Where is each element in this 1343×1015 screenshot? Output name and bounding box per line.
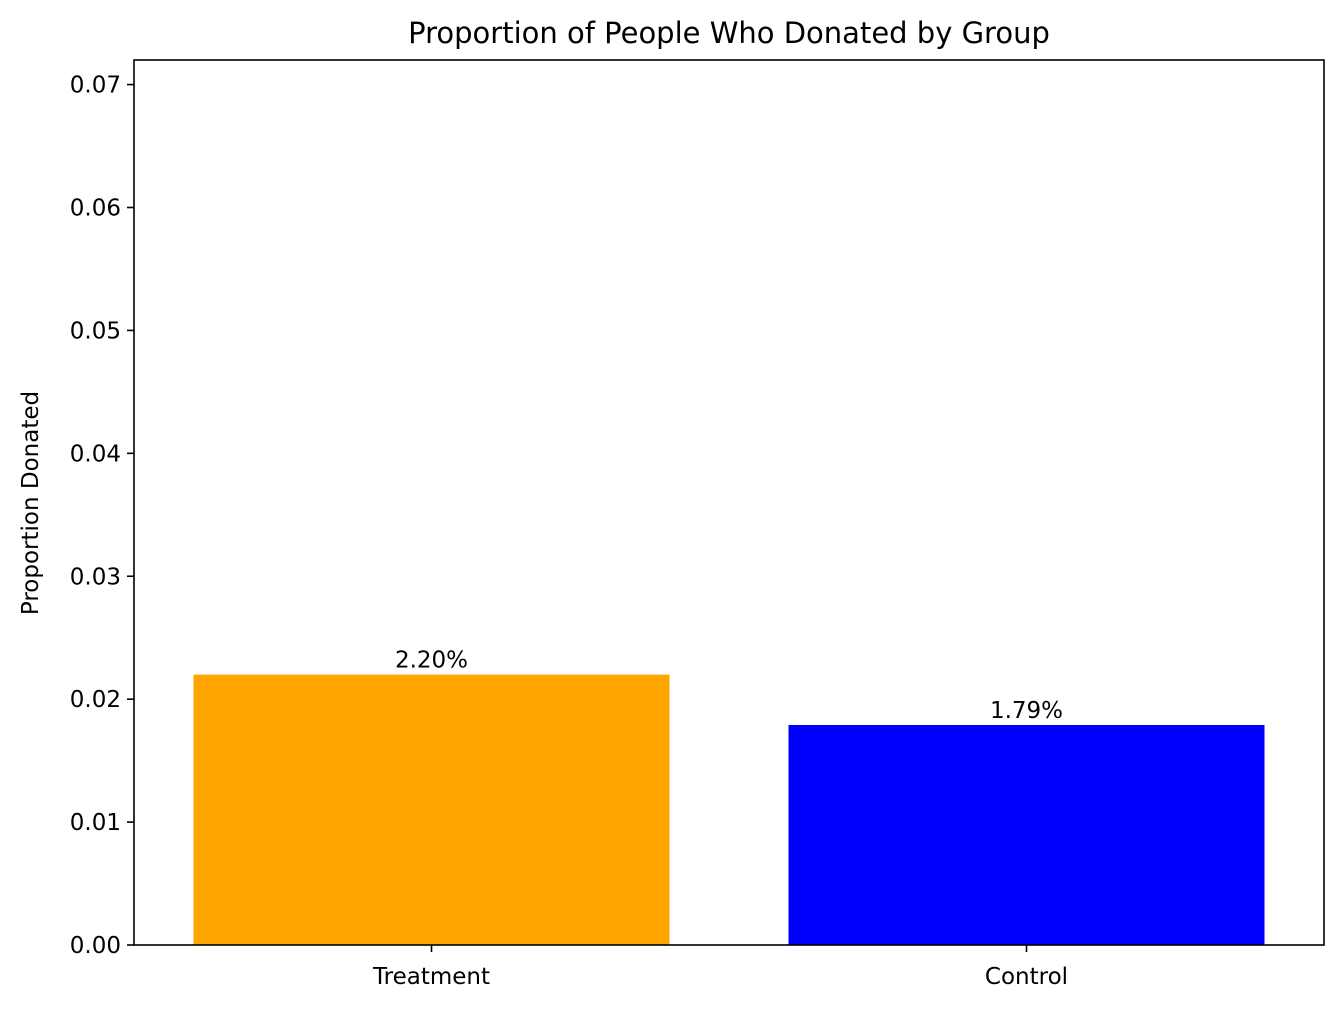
y-tick-label: 0.00 [70,933,121,959]
y-tick-label: 0.03 [70,564,121,590]
y-axis: 0.00 0.01 0.02 0.03 0.04 0.05 0.06 0.07 [70,73,134,959]
y-tick-label: 0.06 [70,196,121,222]
y-tick-label: 0.01 [70,810,121,836]
data-label: 2.20% [395,648,468,674]
y-tick-label: 0.07 [70,73,121,99]
plot-frame [133,59,1325,946]
bar-treatment [193,674,670,945]
bar-control [788,724,1265,945]
bars-group [193,674,1265,945]
x-axis: Treatment Control [372,945,1068,990]
y-tick-label: 0.05 [70,318,121,344]
y-tick-label: 0.02 [70,687,121,713]
data-label: 1.79% [990,698,1063,724]
x-tick-label: Treatment [372,964,490,990]
chart-title: Proportion of People Who Donated by Grou… [408,16,1050,50]
y-axis-label: Proportion Donated [18,391,44,615]
x-tick-label: Control [985,964,1068,990]
data-labels-group: 2.20% 1.79% [395,648,1063,724]
y-tick-label: 0.04 [70,441,121,467]
